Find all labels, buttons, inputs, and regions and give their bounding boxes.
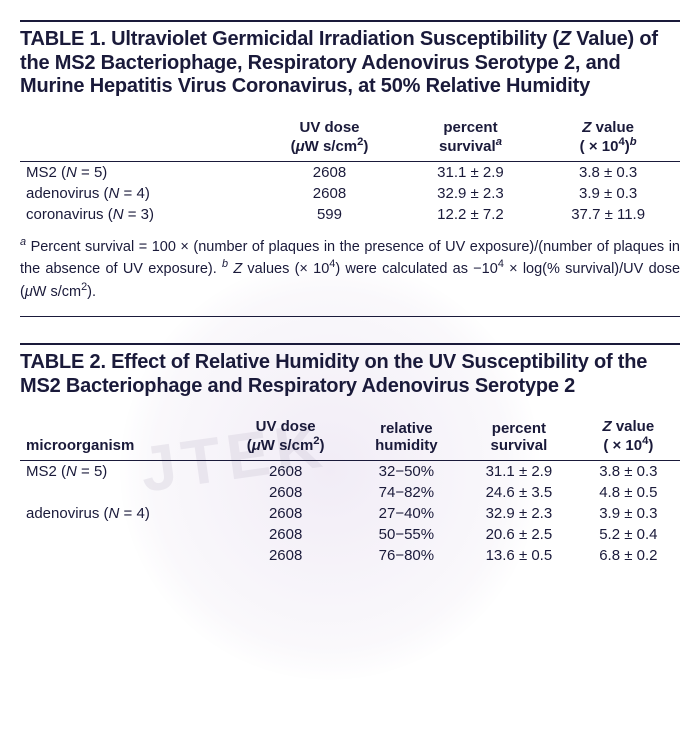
table-2-h3: relativehumidity xyxy=(352,414,461,461)
table-row: coronavirus (N = 3) 599 12.2 ± 7.2 37.7 … xyxy=(20,204,680,225)
table-1-bottom-rule xyxy=(20,316,680,317)
table-row: 2608 76−80% 13.6 ± 0.5 6.8 ± 0.2 xyxy=(20,545,680,566)
table-2-title: TABLE 2. Effect of Relative Humidity on … xyxy=(20,351,680,398)
cell-dose: 2608 xyxy=(220,524,352,545)
cell-z: 6.8 ± 0.2 xyxy=(577,545,680,566)
spacer xyxy=(20,317,680,343)
cell-name: adenovirus (N = 4) xyxy=(20,503,220,524)
table-2-h2: UV dose(μW s/cm2) xyxy=(220,414,352,461)
cell-z: 4.8 ± 0.5 xyxy=(577,482,680,503)
cell-z: 3.9 ± 0.3 xyxy=(577,503,680,524)
cell-name: coronavirus (N = 3) xyxy=(20,204,254,225)
table-1-h2: UV dose(μW s/cm2) xyxy=(254,115,404,162)
cell-survival: 32.9 ± 2.3 xyxy=(461,503,577,524)
cell-name: adenovirus (N = 4) xyxy=(20,183,254,204)
cell-survival: 20.6 ± 2.5 xyxy=(461,524,577,545)
cell-dose: 2608 xyxy=(220,503,352,524)
cell-humidity: 74−82% xyxy=(352,482,461,503)
cell-survival: 31.1 ± 2.9 xyxy=(405,161,537,183)
table-2-h4: percentsurvival xyxy=(461,414,577,461)
cell-dose: 2608 xyxy=(220,545,352,566)
table-1-h4: Z value( × 104)b xyxy=(536,115,680,162)
cell-name xyxy=(20,524,220,545)
cell-survival: 12.2 ± 7.2 xyxy=(405,204,537,225)
table-row: MS2 (N = 5) 2608 32−50% 31.1 ± 2.9 3.8 ±… xyxy=(20,461,680,483)
cell-name: MS2 (N = 5) xyxy=(20,461,220,483)
table-2-top-rule xyxy=(20,343,680,345)
table-row: adenovirus (N = 4) 2608 32.9 ± 2.3 3.9 ±… xyxy=(20,183,680,204)
cell-z: 5.2 ± 0.4 xyxy=(577,524,680,545)
table-1-footnote: a Percent survival = 100 × (number of pl… xyxy=(20,235,680,302)
cell-z: 3.9 ± 0.3 xyxy=(536,183,680,204)
table-1: UV dose(μW s/cm2) percentsurvivala Z val… xyxy=(20,115,680,225)
table-1-title: TABLE 1. Ultraviolet Germicidal Irradiat… xyxy=(20,28,680,99)
table-2: microorganism UV dose(μW s/cm2) relative… xyxy=(20,414,680,566)
table-row: 2608 50−55% 20.6 ± 2.5 5.2 ± 0.4 xyxy=(20,524,680,545)
cell-dose: 2608 xyxy=(254,161,404,183)
table-1-header-row: UV dose(μW s/cm2) percentsurvivala Z val… xyxy=(20,115,680,162)
cell-name xyxy=(20,545,220,566)
table-1-h1 xyxy=(20,115,254,162)
table-2-h1: microorganism xyxy=(20,414,220,461)
cell-name: MS2 (N = 5) xyxy=(20,161,254,183)
table-2-block: TABLE 2. Effect of Relative Humidity on … xyxy=(20,343,680,566)
table-2-header-row: microorganism UV dose(μW s/cm2) relative… xyxy=(20,414,680,461)
cell-humidity: 27−40% xyxy=(352,503,461,524)
table-2-h5: Z value( × 104) xyxy=(577,414,680,461)
cell-dose: 2608 xyxy=(220,461,352,483)
table-1-top-rule xyxy=(20,20,680,22)
cell-z: 3.8 ± 0.3 xyxy=(577,461,680,483)
cell-survival: 24.6 ± 3.5 xyxy=(461,482,577,503)
cell-survival: 13.6 ± 0.5 xyxy=(461,545,577,566)
cell-z: 3.8 ± 0.3 xyxy=(536,161,680,183)
cell-humidity: 32−50% xyxy=(352,461,461,483)
cell-survival: 32.9 ± 2.3 xyxy=(405,183,537,204)
table-row: adenovirus (N = 4) 2608 27−40% 32.9 ± 2.… xyxy=(20,503,680,524)
cell-dose: 2608 xyxy=(220,482,352,503)
cell-humidity: 50−55% xyxy=(352,524,461,545)
table-row: 2608 74−82% 24.6 ± 3.5 4.8 ± 0.5 xyxy=(20,482,680,503)
table-row: MS2 (N = 5) 2608 31.1 ± 2.9 3.8 ± 0.3 xyxy=(20,161,680,183)
table-1-block: TABLE 1. Ultraviolet Germicidal Irradiat… xyxy=(20,20,680,317)
cell-survival: 31.1 ± 2.9 xyxy=(461,461,577,483)
cell-dose: 599 xyxy=(254,204,404,225)
table-1-h3: percentsurvivala xyxy=(405,115,537,162)
cell-humidity: 76−80% xyxy=(352,545,461,566)
cell-name xyxy=(20,482,220,503)
cell-dose: 2608 xyxy=(254,183,404,204)
cell-z: 37.7 ± 11.9 xyxy=(536,204,680,225)
